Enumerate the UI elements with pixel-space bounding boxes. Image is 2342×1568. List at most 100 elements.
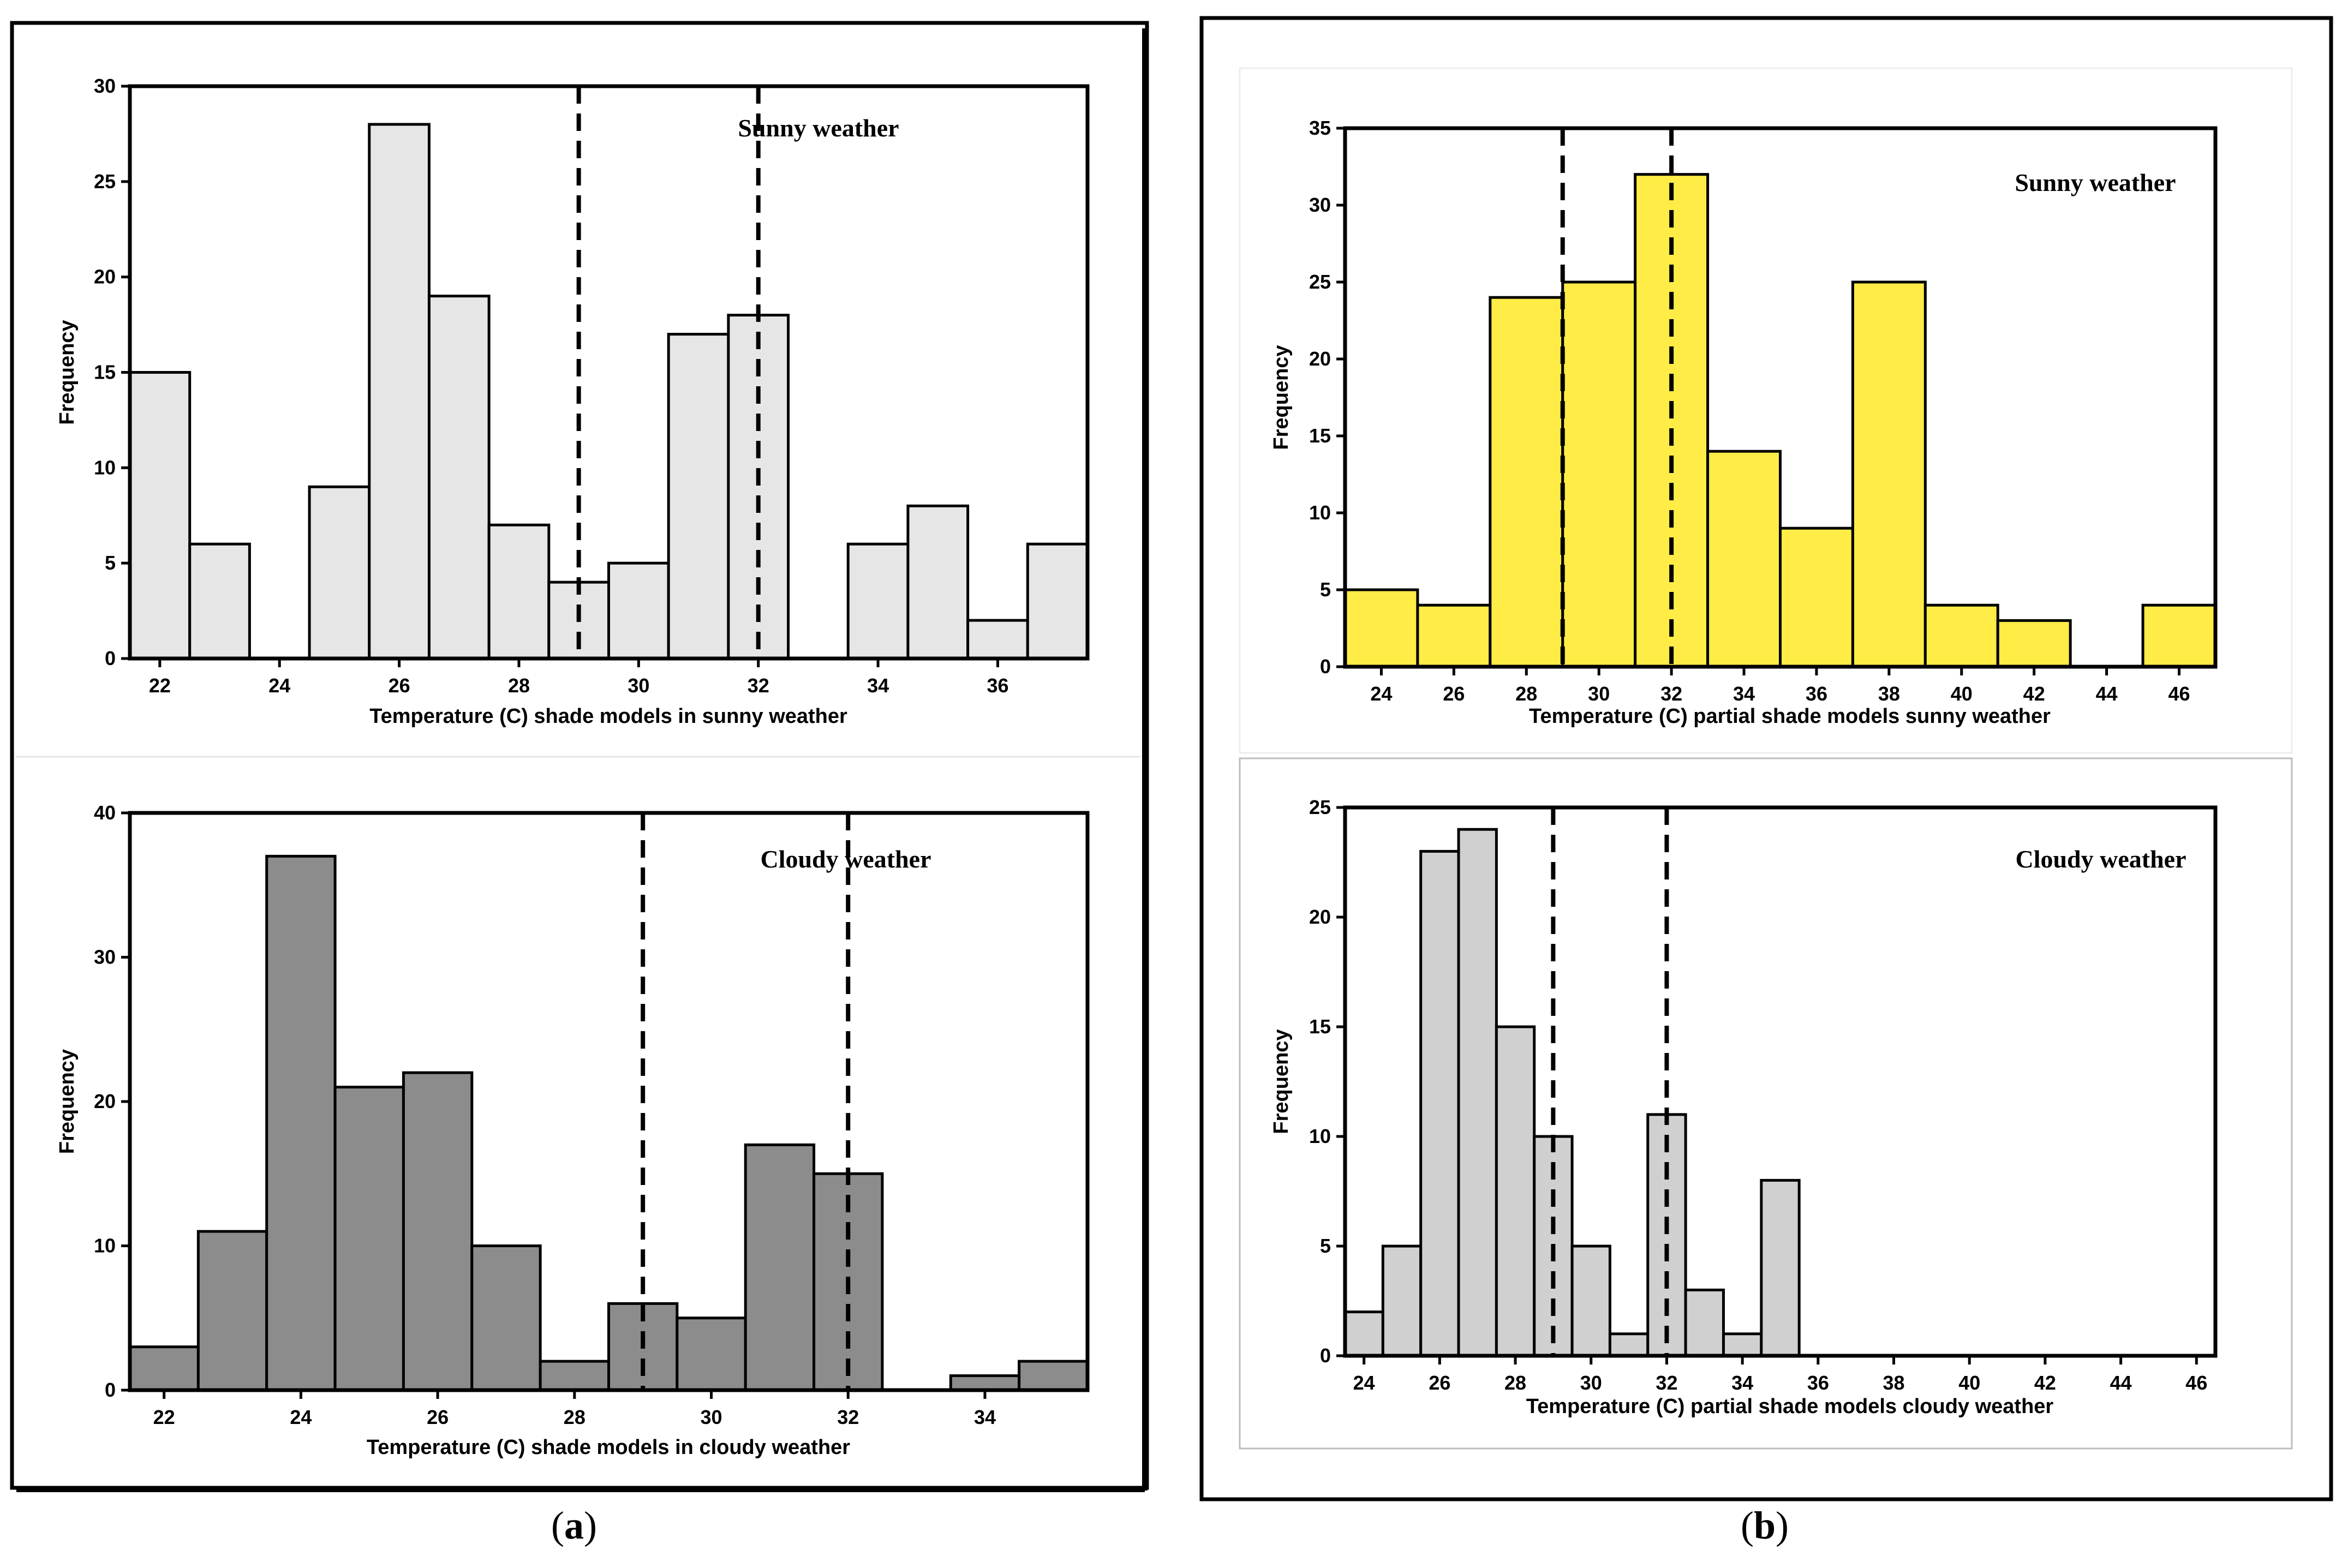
y-tick-label: 0 — [105, 647, 116, 669]
x-tick-label: 22 — [149, 674, 171, 697]
x-tick-label: 26 — [1443, 683, 1465, 705]
x-tick-label: 24 — [290, 1406, 312, 1428]
plot-frame — [1343, 126, 2218, 669]
chart-title: Sunny weather — [2015, 169, 2176, 196]
histogram-bar — [308, 485, 371, 660]
y-tick-label: 20 — [94, 1090, 116, 1112]
x-tick-label: 26 — [1429, 1372, 1450, 1394]
x-tick-label: 34 — [1733, 683, 1755, 705]
x-tick-label: 36 — [1806, 683, 1827, 705]
histogram-bar — [368, 123, 431, 660]
y-axis-label: Frequency — [56, 320, 79, 424]
histogram-bar — [1608, 1332, 1650, 1357]
x-tick-label: 28 — [1504, 1372, 1526, 1394]
histogram-bar — [188, 542, 251, 660]
histogram-bar — [1018, 1360, 1089, 1392]
chart-2: 22 24 26 28 30 32 34 0 10 20 30 40 Cloudy weather Tem… — [56, 801, 1090, 1459]
x-axis-label: Temperature (C) shade models in sunny we… — [369, 705, 847, 728]
histogram-bar — [1457, 828, 1498, 1357]
x-tick-label: 32 — [837, 1406, 859, 1428]
x-tick-label: 24 — [268, 674, 290, 697]
histogram-bar — [1722, 1332, 1763, 1357]
x-tick-label: 46 — [2185, 1372, 2207, 1394]
panel-a-letter: a — [564, 1504, 584, 1547]
x-tick-label: 24 — [1370, 683, 1392, 705]
histogram-bar — [1851, 280, 1927, 668]
histogram-bar — [128, 371, 192, 660]
y-tick-label: 15 — [94, 361, 116, 384]
histogram-bar — [1561, 280, 1637, 668]
x-tick-label: 34 — [974, 1406, 996, 1428]
x-tick-label: 32 — [1656, 1372, 1677, 1394]
x-tick-label: 30 — [628, 674, 649, 697]
histogram-bar — [1570, 1244, 1611, 1357]
histogram-bar — [1416, 603, 1492, 668]
y-tick-label: 5 — [1320, 1235, 1331, 1257]
y-tick-label: 30 — [94, 946, 116, 968]
y-tick-label: 5 — [1320, 578, 1331, 601]
panel-b-letter: b — [1753, 1504, 1776, 1547]
panel-a-label: (a) — [551, 1504, 597, 1547]
y-tick-label: 10 — [1309, 501, 1331, 524]
x-tick-label: 28 — [1515, 683, 1537, 705]
histogram-bar — [1760, 1178, 1801, 1357]
y-tick-label: 30 — [1309, 194, 1331, 216]
histogram-bar — [1343, 1310, 1384, 1357]
y-tick-label: 5 — [105, 552, 116, 574]
x-tick-label: 22 — [153, 1406, 175, 1428]
x-tick-label: 36 — [987, 674, 1008, 697]
histogram-bar — [1684, 1288, 1725, 1357]
histogram-bar — [1779, 526, 1854, 668]
histogram-bar — [470, 1244, 542, 1392]
histogram-bar — [2141, 603, 2217, 668]
histogram-bar — [744, 1143, 816, 1392]
plot-frame — [1343, 805, 2218, 1358]
y-tick-label: 35 — [1309, 117, 1331, 139]
chart-3: 24 26 28 30 32 34 36 38 40 42 44 46 0 5 10 15 20 25 30 35 Su… — [1270, 117, 2218, 728]
x-tick-label: 34 — [867, 674, 889, 697]
histogram-bar — [1419, 849, 1460, 1357]
y-tick-label: 20 — [1309, 906, 1331, 928]
y-tick-label: 40 — [94, 801, 116, 824]
y-tick-label: 15 — [1309, 1015, 1331, 1038]
y-tick-label: 30 — [94, 75, 116, 97]
y-tick-label: 10 — [94, 1235, 116, 1257]
histogram-bar — [1706, 450, 1782, 668]
histogram-bar — [846, 542, 910, 660]
chart-1: 22 24 26 28 30 32 34 36 0 5 10 15 20 25 30 Sunny weathe… — [56, 75, 1090, 728]
x-tick-label: 42 — [2023, 683, 2045, 705]
histogram-bar — [1495, 1025, 1536, 1357]
y-tick-label: 20 — [1309, 348, 1331, 370]
histogram-bar — [1489, 296, 1564, 668]
y-axis-label: Frequency — [56, 1049, 79, 1154]
x-tick-label: 30 — [1588, 683, 1610, 705]
histogram-bar — [128, 1345, 200, 1392]
x-tick-label: 44 — [2096, 683, 2118, 705]
histogram-bar — [966, 619, 1029, 660]
y-tick-label: 0 — [105, 1379, 116, 1401]
x-tick-label: 42 — [2034, 1372, 2056, 1394]
x-tick-label: 26 — [389, 674, 410, 697]
y-tick-label: 20 — [94, 266, 116, 288]
y-tick-label: 25 — [1309, 796, 1331, 818]
histogram-bar — [487, 523, 551, 660]
histogram-bar — [539, 1360, 611, 1392]
chart-4: 24 26 28 30 32 34 36 38 40 42 44 46 0 5 10 15 20 25 Cloudy… — [1270, 796, 2218, 1418]
y-axis-label: Frequency — [1270, 345, 1293, 450]
x-tick-label: 26 — [427, 1406, 449, 1428]
x-tick-label: 24 — [1353, 1372, 1375, 1394]
histogram-bar — [1923, 603, 1999, 668]
histogram-bar — [196, 1230, 268, 1392]
x-tick-label: 30 — [1580, 1372, 1602, 1394]
histogram-bar — [949, 1374, 1021, 1392]
x-tick-label: 28 — [508, 674, 530, 697]
x-tick-label: 36 — [1807, 1372, 1829, 1394]
histogram-bar — [1026, 542, 1089, 660]
histogram-bar — [1381, 1244, 1423, 1357]
chart-title: Cloudy weather — [760, 845, 931, 873]
panel-b-label: (b) — [1741, 1504, 1789, 1547]
x-tick-label: 32 — [1660, 683, 1682, 705]
x-tick-label: 32 — [748, 674, 769, 697]
x-tick-label: 40 — [1958, 1372, 1980, 1394]
